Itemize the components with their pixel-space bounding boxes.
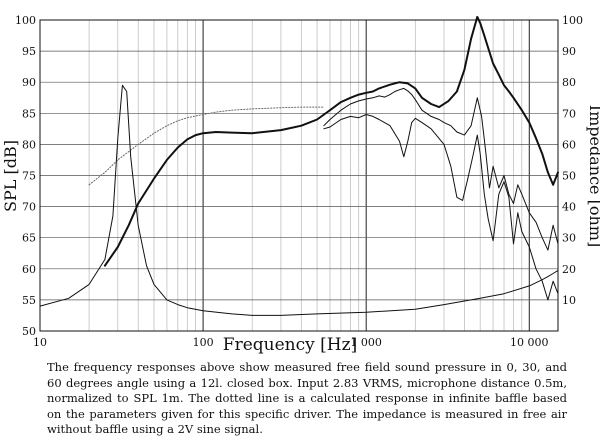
series-line-1 (103, 15, 559, 267)
y-right-tick-label: 70 (562, 107, 576, 120)
y-axis-right-title: Impedance [ohm] (586, 105, 600, 247)
x-tick-label: 10 000 (510, 336, 549, 349)
y-right-tick-label: 10 (562, 294, 576, 307)
y-left-tick-label: 60 (22, 263, 36, 276)
y-left-tick-label: 100 (15, 14, 36, 27)
series-line-4 (88, 106, 325, 186)
y-right-tick-label: 20 (562, 263, 576, 276)
y-left-tick-label: 55 (22, 294, 36, 307)
series-layer (39, 15, 559, 316)
y-right-tick-label: 40 (562, 201, 576, 214)
y-left-tick-label: 65 (22, 232, 36, 245)
y-left-tick-label: 50 (22, 325, 36, 338)
y-left-tick-label: 75 (22, 170, 36, 183)
figure-caption: The frequency responses above show measu… (47, 360, 567, 436)
series-line-3 (323, 114, 559, 301)
y-left-tick-label: 80 (22, 138, 36, 151)
y-left-tick-label: 85 (22, 107, 36, 120)
x-tick-label: 1 000 (350, 336, 382, 349)
x-tick-label: 100 (193, 336, 214, 349)
series-line-5 (39, 84, 559, 316)
y-right-tick-label: 60 (562, 138, 576, 151)
x-axis-title: Frequency [Hz] (223, 335, 357, 355)
y-right-tick-label: 50 (562, 170, 576, 183)
y-right-tick-label: 90 (562, 45, 576, 58)
y-left-tick-label: 95 (22, 45, 36, 58)
y-axis-left-title: SPL [dB] (1, 140, 20, 212)
plot-frame (39, 19, 559, 332)
chart-canvas: 10 100 1 000 10 000 50 55 60 65 70 75 80 85 90 95 100 1… (1, 14, 600, 355)
y-left-tick-label: 90 (22, 76, 36, 89)
y-right-tick-label: 100 (562, 14, 583, 27)
series-line-2 (323, 87, 559, 251)
x-tick-label: 10 (33, 336, 47, 349)
tick-labels: 10 100 1 000 10 000 50 55 60 65 70 75 80 85 90 95 100 1… (15, 14, 583, 349)
y-right-tick-label: 80 (562, 76, 576, 89)
frequency-response-chart: 10 100 1 000 10 000 50 55 60 65 70 75 80 85 90 95 100 1… (1, 14, 600, 355)
grid (40, 20, 558, 331)
y-right-tick-label: 30 (562, 232, 576, 245)
y-left-tick-label: 70 (22, 201, 36, 214)
